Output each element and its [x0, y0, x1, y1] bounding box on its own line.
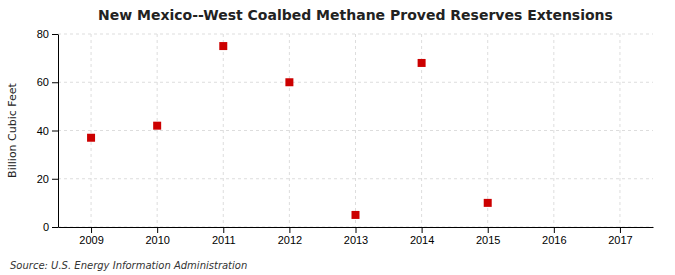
tick-mark — [356, 227, 357, 233]
tick-label: 20 — [37, 173, 49, 185]
tick-mark — [488, 227, 489, 233]
tick: 0 — [43, 221, 58, 233]
tick-mark — [52, 82, 58, 83]
tick-mark — [620, 227, 621, 233]
tick-label: 2016 — [542, 234, 566, 246]
chart-container: 2009 2010 2011 2012 2013 2014 2015 2016 2017 0 20 4… — [0, 0, 675, 275]
point — [87, 134, 95, 142]
tick-mark — [223, 227, 224, 233]
points — [87, 42, 492, 219]
tick: 2014 — [410, 227, 434, 246]
tick-label: 2012 — [278, 234, 302, 246]
tick: 40 — [37, 125, 58, 137]
grid-line-x — [619, 34, 620, 227]
point — [484, 199, 492, 207]
y-axis: 0 20 40 60 80 — [37, 28, 59, 233]
tick: 2009 — [79, 227, 103, 246]
tick-label: 60 — [37, 76, 49, 88]
tick-mark — [52, 34, 58, 35]
tick-mark — [289, 227, 290, 233]
grid — [58, 34, 653, 227]
tick: 2010 — [145, 227, 169, 246]
y-axis-label: Billion Cubic Feet — [6, 82, 19, 177]
tick: 2017 — [608, 227, 632, 246]
tick-label: 2009 — [79, 234, 103, 246]
point — [285, 78, 293, 86]
grid-line-y — [58, 178, 653, 179]
tick-mark — [52, 227, 58, 228]
grid-line-x — [355, 34, 356, 227]
tick-mark — [52, 179, 58, 180]
tick-mark — [157, 227, 158, 233]
tick: 2012 — [278, 227, 302, 246]
tick: 2016 — [542, 227, 566, 246]
tick-mark — [52, 131, 58, 132]
grid-line-y — [58, 82, 653, 83]
point — [219, 42, 227, 50]
tick-label: 2013 — [344, 234, 368, 246]
source: Source: U.S. Energy Information Administ… — [10, 260, 247, 271]
tick: 2011 — [212, 227, 236, 246]
point — [153, 122, 161, 130]
tick-label: 2015 — [476, 234, 500, 246]
tick-label: 2011 — [212, 234, 236, 246]
grid-line-y — [58, 34, 653, 35]
tick-mark — [554, 227, 555, 233]
tick-label: 2010 — [145, 234, 169, 246]
tick-label: 40 — [37, 125, 49, 137]
tick-mark — [91, 227, 92, 233]
point — [352, 211, 360, 219]
tick: 80 — [37, 28, 58, 40]
axis-line — [58, 35, 59, 228]
tick: 60 — [37, 76, 58, 88]
tick: 2013 — [344, 227, 368, 246]
point — [418, 59, 426, 67]
title: New Mexico--West Coalbed Methane Proved … — [98, 7, 613, 23]
tick-label: 2014 — [410, 234, 434, 246]
x-axis: 2009 2010 2011 2012 2013 2014 2015 2016 2017 — [59, 227, 654, 246]
tick-label: 0 — [43, 221, 49, 233]
tick: 2015 — [476, 227, 500, 246]
grid-line-x — [553, 34, 554, 227]
grid-line-y — [58, 130, 653, 131]
tick-label: 2017 — [608, 234, 632, 246]
tick-mark — [422, 227, 423, 233]
grid-line-x — [289, 34, 290, 227]
tick: 20 — [37, 173, 58, 185]
grid-line-x — [487, 34, 488, 227]
tick-label: 80 — [37, 28, 49, 40]
plot-area: 2009 2010 2011 2012 2013 2014 2015 2016 2017 0 20 4… — [37, 28, 654, 246]
chart: 2009 2010 2011 2012 2013 2014 2015 2016 2017 0 20 4… — [0, 0, 675, 275]
